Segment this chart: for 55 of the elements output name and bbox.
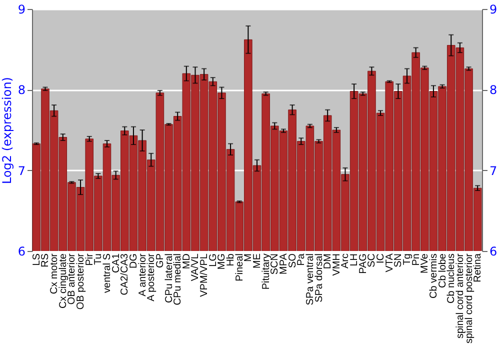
x-tick-label: SO [287,253,298,268]
x-tick-label: SN [393,254,404,268]
y2-tick-label: 6 [490,244,498,258]
y2-tick-label: 9 [490,2,498,16]
x-tick-label: LH [349,254,360,266]
y-tick-label: 9 [18,2,26,16]
x-tick-label: SPa dorsal [314,254,325,302]
y2-tick-label: 7 [490,164,498,178]
x-tick-label: CA1 [110,253,122,273]
x-tick-label: OB posterior [76,252,87,310]
x-tick-label: Tg [402,254,413,266]
x-tick-label: Pa [296,253,308,266]
x-tick-label: Arc [340,254,352,268]
y-tick-label: 7 [18,164,26,178]
x-tick-label: SC [366,254,378,268]
x-tick-label: DM [322,254,334,270]
x-tick-label: Retina [472,253,484,282]
x-tick-label: CPu medial [172,254,184,306]
y-tick-label: 6 [18,244,26,258]
x-tick-label: SPa ventral [304,254,316,306]
x-tick-label: GP [154,253,166,268]
x-tick-label: LS [31,253,42,266]
x-tick-label: M [243,254,254,262]
x-tick-label: Pituitary [260,254,272,290]
x-tick-label: LG [208,253,219,267]
y-axis-title: Log2 (expression) [0,77,14,184]
x-tick-label: Cb vermis [428,254,440,299]
x-tick-label: VMH [331,254,342,276]
x-tick-label: VTA [384,253,396,272]
x-tick-label: SCN [270,254,281,275]
x-tick-label: MPA [278,253,290,274]
x-tick-label: Cx cingulate [58,253,69,309]
x-tick-label: RS [40,253,52,268]
x-tick-label: CA2/CA3 [120,253,131,296]
x-tick-label: DG [128,253,140,268]
x-tick-label: Cb lobe [437,253,448,288]
x-tick-label: Pineal [234,254,246,282]
x-tick-label: A anterior [137,252,148,296]
x-tick-label: Tu [93,254,104,265]
x-tick-label: Cb nucleus [446,254,458,304]
x-tick-label: ME [252,253,263,268]
x-tick-label: OB anterior [66,252,78,305]
x-tick-label: Pn [410,254,422,266]
x-tick-label: spinal cord posterior [464,252,475,344]
x-tick-label: MVe [420,253,431,274]
x-tick-label: ventral S [102,253,113,293]
y-tick-label: 8 [18,83,26,98]
x-tick-label: VPM/VPL [199,253,210,297]
x-tick-label: IC [376,254,387,264]
y2-tick-label: 8 [490,83,498,98]
x-tick-label: Hb [226,253,237,266]
x-tick-label: spinal cord anterior [454,252,466,339]
x-tick-label: PAG [358,253,369,274]
x-tick-label: Pir [84,252,96,266]
x-tick-label: A posterior [146,252,158,302]
